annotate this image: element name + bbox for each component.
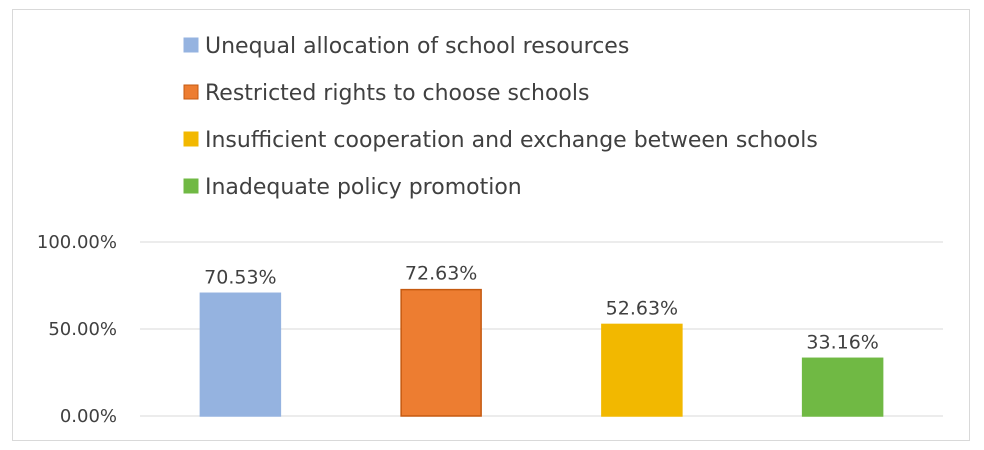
y-axis-ticks: 0.00% 50.00% 100.00% (37, 232, 117, 427)
legend-swatch-3 (183, 131, 199, 147)
legend-label-3: Insufficient cooperation and exchange be… (205, 128, 818, 153)
data-label-3: 52.63% (606, 297, 678, 319)
legend-label-4: Inadequate policy promotion (205, 175, 522, 200)
data-labels: 70.53% 72.63% 52.63% 33.16% (204, 263, 879, 354)
legend: Unequal allocation of school resources Re… (183, 34, 818, 200)
y-tick-label-1: 0.00% (60, 406, 117, 427)
legend-label-2: Restricted rights to choose schools (205, 81, 589, 106)
y-tick-label-3: 100.00% (37, 232, 117, 253)
bar-2 (400, 288, 482, 417)
data-label-4: 33.16% (806, 331, 878, 353)
data-label-1: 70.53% (204, 266, 276, 288)
bars (199, 288, 884, 417)
data-label-2: 72.63% (405, 263, 477, 285)
legend-label-1: Unequal allocation of school resources (205, 34, 629, 59)
y-tick-label-2: 50.00% (48, 319, 117, 340)
bar-1 (199, 292, 282, 417)
legend-swatch-1 (183, 37, 199, 53)
legend-swatch-2 (183, 84, 199, 100)
bar-4 (801, 357, 884, 417)
legend-swatch-4 (183, 178, 199, 194)
bar-3 (601, 323, 683, 417)
